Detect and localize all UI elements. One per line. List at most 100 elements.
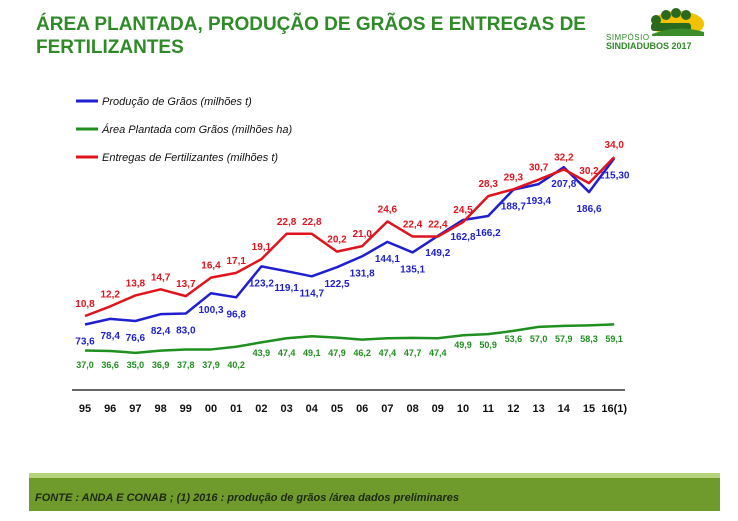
data-label-area: 50,9	[479, 340, 497, 350]
data-label-fertilizantes: 20,2	[327, 235, 347, 246]
data-label-fertilizantes: 24,5	[453, 205, 473, 216]
data-label-fertilizantes: 16,4	[201, 261, 221, 272]
legend-label-producao: Produção de Grãos (milhões t)	[102, 96, 252, 108]
x-tick-label: 14	[558, 403, 571, 415]
series-line-fertilizantes	[84, 156, 616, 318]
data-label-fertilizantes: 28,3	[478, 179, 498, 190]
x-tick-label: 97	[129, 403, 141, 415]
data-label-area: 57,0	[530, 334, 548, 344]
data-label-producao: 207,8	[551, 179, 576, 190]
x-tick-label: 12	[507, 403, 519, 415]
logo-line1: SIMPÓSIO	[606, 33, 650, 42]
data-label-area: 57,9	[555, 334, 573, 344]
data-label-area: 53,6	[505, 334, 523, 344]
chart: 95 96 97 98 99 00 01 02 03 04 05 06 07 08 09 10 11 12 13 14…	[72, 96, 630, 415]
data-label-producao: 215,30	[599, 170, 630, 181]
slide-title-line1: ÁREA PLANTADA, PRODUÇÃO DE GRÃOS E ENTRE…	[36, 14, 586, 35]
data-label-fertilizantes: 32,2	[554, 152, 574, 163]
data-label-producao: 162,8	[450, 232, 475, 243]
data-label-area: 47,4	[278, 348, 296, 358]
x-tick-label: 03	[280, 403, 292, 415]
x-tick-label: 09	[432, 403, 444, 415]
data-label-area: 49,1	[303, 348, 321, 358]
data-label-producao: 144,1	[375, 254, 400, 265]
x-tick-label: 01	[230, 403, 242, 415]
data-label-area: 49,9	[454, 340, 472, 350]
data-label-producao: 186,6	[576, 204, 601, 215]
legend-label-area: Área Plantada com Grãos (milhões ha)	[101, 123, 292, 136]
data-label-area: 37,0	[76, 360, 94, 370]
data-label-fertilizantes: 29,3	[504, 172, 524, 183]
data-label-area: 47,4	[379, 348, 397, 358]
data-label-area: 47,4	[429, 348, 447, 358]
simposio-logo: SIMPÓSIO SINDIADUBOS 2017	[596, 6, 716, 52]
data-label-producao: 149,2	[425, 248, 450, 259]
logo-emblem-icon	[651, 8, 704, 36]
data-label-area: 59,1	[605, 334, 623, 344]
data-label-fertilizantes: 22,8	[277, 217, 297, 228]
data-label-producao: 73,6	[75, 337, 95, 348]
data-label-producao: 114,7	[300, 288, 325, 299]
logo-line2: SINDIADUBOS 2017	[606, 41, 692, 51]
data-label-producao: 83,0	[176, 325, 196, 336]
x-tick-label: 07	[381, 403, 393, 415]
x-tick-label: 10	[457, 403, 469, 415]
data-label-fertilizantes: 34,0	[604, 140, 624, 151]
legend-label-fertilizantes: Entregas de Fertilizantes (milhões t)	[102, 152, 278, 164]
data-label-area: 47,7	[404, 348, 422, 358]
data-label-producao: 135,1	[400, 264, 425, 275]
data-label-fertilizantes: 30,7	[529, 163, 549, 174]
data-label-area: 37,8	[177, 360, 195, 370]
data-label-fertilizantes: 22,4	[428, 220, 448, 231]
data-label-area: 43,9	[253, 348, 271, 358]
data-label-producao: 96,8	[226, 309, 246, 320]
data-label-producao: 131,8	[350, 268, 375, 279]
data-label-fertilizantes: 13,8	[126, 278, 146, 289]
data-label-producao: 123,2	[249, 278, 274, 289]
data-label-fertilizantes: 21,0	[352, 229, 372, 240]
data-label-area: 46,2	[353, 348, 371, 358]
data-label-fertilizantes: 19,1	[252, 242, 272, 253]
footer-bar: FONTE : ANDA E CONAB ; (1) 2016 : produç…	[29, 473, 720, 511]
data-label-fertilizantes: 14,7	[151, 272, 171, 283]
data-label-fertilizantes: 22,8	[302, 217, 322, 228]
x-tick-label: 05	[331, 403, 343, 415]
data-label-area: 37,9	[202, 360, 220, 370]
x-tick-label: 96	[104, 403, 116, 415]
slide-title-line2: FERTILIZANTES	[36, 37, 184, 58]
data-label-producao: 188,7	[501, 202, 526, 213]
data-label-fertilizantes: 22,4	[403, 220, 423, 231]
slide-title: ÁREA PLANTADA, PRODUÇÃO DE GRÃOS E ENTRE…	[36, 13, 596, 59]
data-label-producao: 122,5	[324, 279, 349, 290]
data-label-area: 35,0	[127, 360, 145, 370]
data-label-fertilizantes: 24,6	[378, 204, 398, 215]
x-tick-label: 11	[482, 403, 494, 415]
data-label-producao: 76,6	[126, 333, 146, 344]
x-tick-label: 95	[79, 403, 91, 415]
series-line-producao	[84, 157, 616, 326]
data-label-fertilizantes: 30,2	[579, 166, 599, 177]
data-label-producao: 82,4	[151, 326, 171, 337]
x-tick-label: 00	[205, 403, 217, 415]
data-label-producao: 193,4	[526, 196, 551, 207]
x-tick-label: 16(1)	[601, 403, 627, 415]
x-tick-label: 06	[356, 403, 368, 415]
data-label-fertilizantes: 10,8	[75, 299, 95, 310]
x-tick-label: 99	[180, 403, 192, 415]
data-label-fertilizantes: 12,2	[100, 289, 120, 300]
data-label-producao: 100,3	[198, 305, 223, 316]
data-label-area: 36,9	[152, 360, 170, 370]
footer-source-note: FONTE : ANDA E CONAB ; (1) 2016 : produç…	[35, 492, 459, 504]
data-label-producao: 78,4	[100, 331, 120, 342]
x-tick-label: 13	[532, 403, 544, 415]
x-tick-label: 02	[255, 403, 267, 415]
x-tick-label: 04	[306, 403, 319, 415]
series-line-area	[84, 323, 615, 355]
data-label-producao: 119,1	[274, 283, 299, 294]
data-label-area: 58,3	[580, 334, 598, 344]
data-label-area: 47,9	[328, 348, 346, 358]
x-tick-label: 98	[154, 403, 166, 415]
x-tick-label: 08	[406, 403, 418, 415]
data-label-fertilizantes: 17,1	[226, 256, 246, 267]
data-label-area: 40,2	[227, 360, 245, 370]
